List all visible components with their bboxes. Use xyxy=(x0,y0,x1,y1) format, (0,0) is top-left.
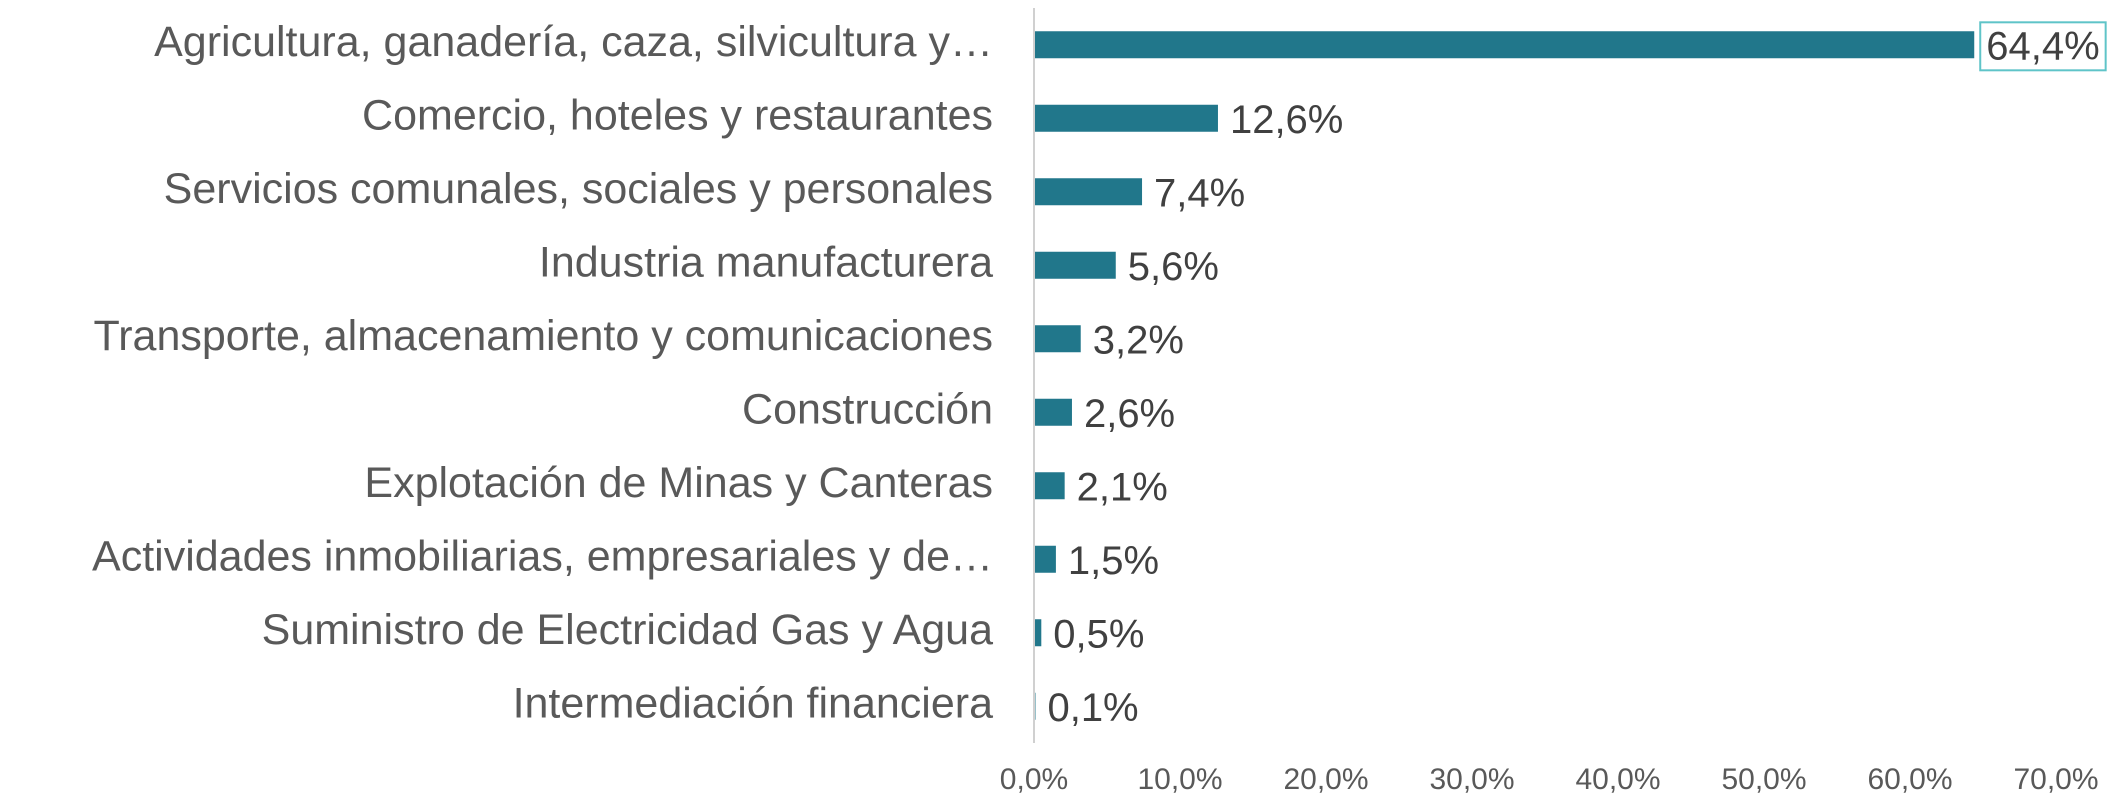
value-label: 0,1% xyxy=(1047,686,1138,730)
category-label: Suministro de Electricidad Gas y Agua xyxy=(262,606,993,654)
x-tick-label: 20,0% xyxy=(1283,763,1368,796)
bar xyxy=(1034,31,1975,59)
bar xyxy=(1034,619,1042,647)
value-label: 1,5% xyxy=(1068,539,1159,583)
category-label: Comercio, hoteles y restaurantes xyxy=(362,92,993,140)
bar xyxy=(1034,398,1072,426)
value-label: 2,1% xyxy=(1077,465,1168,509)
bar xyxy=(1034,104,1218,132)
category-label: Agricultura, ganadería, caza, silvicultu… xyxy=(154,18,993,66)
x-tick-label: 0,0% xyxy=(1000,763,1068,796)
value-label: 64,4% xyxy=(1986,24,2099,68)
category-label: Explotación de Minas y Canteras xyxy=(364,459,993,507)
x-tick-label: 40,0% xyxy=(1575,763,1660,796)
category-label: Actividades inmobiliarias, empresariales… xyxy=(92,533,993,581)
bar xyxy=(1034,325,1081,353)
label-highlight xyxy=(1979,21,2107,72)
value-label: 7,4% xyxy=(1154,171,1245,215)
value-label: 2,6% xyxy=(1084,392,1175,436)
x-tick-label: 70,0% xyxy=(2013,763,2098,796)
value-label: 3,2% xyxy=(1093,318,1184,362)
value-label: 0,5% xyxy=(1053,612,1144,656)
bar xyxy=(1034,178,1143,206)
x-tick-label: 50,0% xyxy=(1721,763,1806,796)
category-label: Construcción xyxy=(742,386,993,434)
x-tick-label: 30,0% xyxy=(1429,763,1514,796)
x-tick-label: 10,0% xyxy=(1137,763,1222,796)
category-label: Intermediación financiera xyxy=(513,680,994,728)
bar xyxy=(1034,545,1056,573)
category-label: Transporte, almacenamiento y comunicacio… xyxy=(94,312,993,360)
value-label: 12,6% xyxy=(1230,98,1343,142)
bar xyxy=(1034,251,1116,279)
category-label: Servicios comunales, sociales y personal… xyxy=(164,165,993,213)
x-tick-label: 60,0% xyxy=(1867,763,1952,796)
value-label: 5,6% xyxy=(1128,245,1219,289)
bar xyxy=(1034,472,1065,500)
category-label: Industria manufacturera xyxy=(539,239,993,287)
